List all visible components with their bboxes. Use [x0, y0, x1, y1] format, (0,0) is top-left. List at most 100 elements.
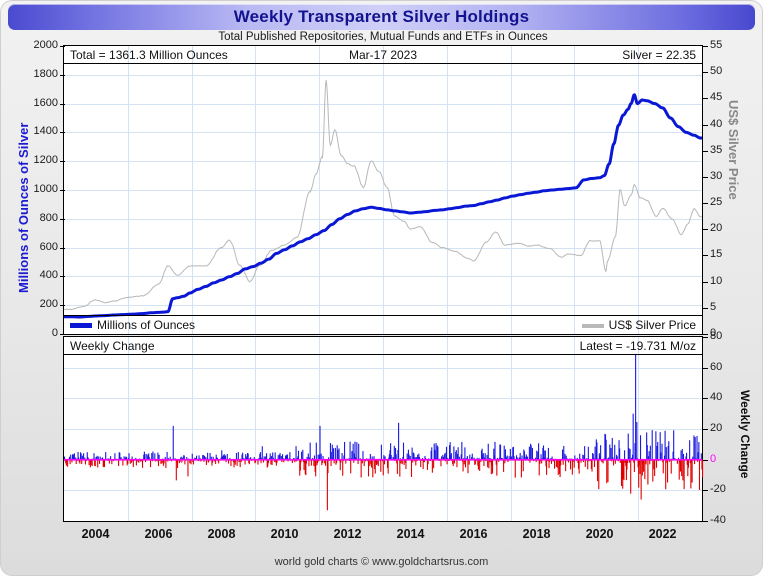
weekly-change-bar	[681, 449, 683, 460]
weekly-change-bar	[309, 457, 311, 460]
weekly-change-plot: Weekly Change Latest = -19.731 M/oz	[63, 336, 704, 522]
weekly-change-bar	[471, 453, 473, 460]
weekly-change-bar	[521, 455, 523, 460]
weekly-change-bar	[493, 448, 495, 460]
weekly-change-bar	[277, 455, 279, 460]
weekly-change-bar	[293, 458, 295, 460]
weekly-change-bar	[202, 455, 204, 460]
weekly-change-bar	[621, 459, 623, 480]
axis-tick-mark	[60, 276, 65, 278]
weekly-change-bar	[336, 459, 338, 464]
weekly-change-bar	[415, 459, 417, 466]
weekly-change-bar	[491, 459, 494, 474]
weekly-change-bar	[450, 453, 452, 460]
weekly-change-bar	[103, 459, 106, 468]
weekly-change-bar	[511, 456, 513, 460]
axis-tick-label: -20	[710, 483, 726, 496]
weekly-change-bar	[689, 459, 691, 464]
axis-tick-label: 400	[39, 269, 58, 282]
weekly-change-bar	[423, 459, 425, 463]
weekly-change-bar	[285, 455, 287, 460]
axis-tick-mark	[703, 281, 708, 283]
weekly-change-bar	[662, 459, 664, 474]
weekly-change-bar	[667, 445, 669, 460]
axis-tick-label: 200	[39, 298, 58, 311]
weekly-change-bar	[84, 459, 86, 465]
weekly-change-bar	[369, 459, 371, 467]
weekly-change-bar	[258, 458, 260, 460]
weekly-change-bar	[87, 457, 89, 460]
weekly-change-bar	[614, 459, 616, 464]
weekly-change-bar	[538, 443, 540, 460]
weekly-change-bar	[370, 459, 372, 465]
weekly-change-bar	[249, 457, 251, 460]
weekly-change-bar	[343, 455, 345, 460]
weekly-change-bar	[490, 459, 492, 475]
weekly-change-bar	[414, 457, 416, 460]
weekly-change-bar	[591, 459, 593, 472]
weekly-change-bar	[380, 444, 382, 460]
weekly-change-bar	[285, 455, 287, 460]
weekly-change-bar	[619, 459, 621, 463]
axis-tick-mark	[703, 521, 708, 522]
weekly-change-bar	[612, 459, 615, 466]
axis-tick-label: 1600	[33, 96, 58, 109]
weekly-change-bar	[564, 453, 566, 460]
weekly-change-bar	[582, 454, 584, 460]
weekly-change-bar	[697, 459, 699, 462]
weekly-change-bar	[204, 455, 206, 460]
weekly-change-bar	[375, 459, 377, 463]
weekly-change-bar	[190, 459, 192, 465]
weekly-change-bar	[482, 455, 484, 460]
weekly-change-bar	[276, 459, 278, 463]
axis-tick-mark	[703, 367, 708, 369]
weekly-change-bar	[119, 452, 121, 460]
weekly-change-bar	[574, 455, 576, 460]
weekly-change-bar	[584, 446, 586, 460]
weekly-change-bar	[576, 457, 578, 460]
weekly-change-bar	[412, 459, 414, 463]
weekly-change-bar	[426, 459, 428, 470]
weekly-change-bar	[631, 457, 633, 460]
weekly-change-bar	[557, 459, 559, 475]
weekly-change-bar	[278, 454, 281, 460]
weekly-change-bar	[135, 459, 137, 466]
weekly-change-bar	[417, 454, 419, 460]
weekly-change-bar	[211, 459, 214, 463]
weekly-change-bar	[504, 459, 506, 464]
weekly-change-bar	[639, 459, 641, 474]
weekly-change-bar	[180, 456, 182, 460]
as-of-date-label: Mar-17 2023	[348, 48, 418, 62]
weekly-change-bar	[663, 455, 666, 460]
weekly-change-bar	[205, 459, 207, 465]
weekly-change-bar	[223, 454, 225, 460]
weekly-change-bar	[590, 459, 592, 469]
axis-tick-label: 45	[710, 91, 723, 104]
upper-legend: Millions of Ounces US$ Silver Price	[64, 315, 702, 334]
weekly-change-bar	[71, 459, 73, 463]
weekly-change-bar	[353, 453, 355, 460]
axis-tick-label: 55	[710, 39, 723, 51]
weekly-change-bar	[355, 457, 357, 460]
weekly-change-bar	[496, 459, 498, 476]
weekly-change-bar	[137, 459, 139, 462]
weekly-change-bar	[105, 452, 107, 460]
weekly-change-bar	[587, 446, 589, 460]
weekly-change-bar	[565, 455, 567, 460]
weekly-change-bar	[662, 459, 664, 463]
weekly-change-bar	[577, 459, 579, 464]
weekly-change-bar	[144, 454, 146, 460]
weekly-change-bar	[488, 459, 490, 469]
weekly-change-bar	[108, 459, 110, 464]
weekly-change-bar	[118, 459, 120, 467]
axis-tick-mark	[60, 190, 65, 191]
weekly-change-bar	[668, 459, 670, 462]
weekly-change-bar	[387, 459, 389, 474]
weekly-change-bar	[313, 459, 315, 467]
weekly-change-bar	[226, 453, 228, 460]
weekly-change-bar	[594, 446, 596, 460]
weekly-change-bar	[593, 459, 596, 467]
axis-tick-mark	[703, 124, 708, 126]
weekly-change-bar	[157, 459, 160, 467]
weekly-change-bar	[361, 459, 363, 464]
